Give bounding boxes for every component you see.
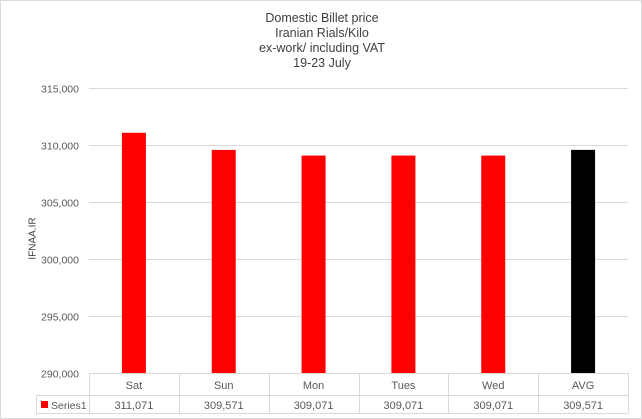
bar-sun <box>211 149 236 373</box>
x-category-label: Mon <box>303 380 324 392</box>
bar-tues <box>391 155 416 373</box>
title-line: Domestic Billet price <box>265 11 379 25</box>
y-tick-label: 300,000 <box>41 255 79 267</box>
data-table-value: 309,571 <box>204 400 244 412</box>
bar-sat <box>121 132 146 373</box>
data-table-value: 309,071 <box>294 400 334 412</box>
title-line: ex-work/ including VAT <box>259 41 385 55</box>
x-category-label: AVG <box>572 380 594 392</box>
y-tick-label: 315,000 <box>41 84 79 96</box>
bar-avg <box>571 149 596 373</box>
y-tick-label: 310,000 <box>41 141 79 153</box>
x-category-label: Sun <box>214 380 234 392</box>
chart-title: Domestic Billet price Iranian Rials/Kilo… <box>1 11 642 71</box>
legend-label: Series1 <box>51 400 87 412</box>
legend-key <box>41 401 48 408</box>
bar-wed <box>481 155 506 373</box>
data-table-value: 311,071 <box>114 400 153 412</box>
y-tick-label: 290,000 <box>41 369 79 381</box>
data-table-value: 309,071 <box>384 400 424 412</box>
data-table-value: 309,571 <box>563 400 603 412</box>
y-tick-label: 295,000 <box>41 312 79 324</box>
title-line: Iranian Rials/Kilo <box>275 26 369 40</box>
data-table-value: 309,071 <box>473 400 513 412</box>
y-tick-label: 305,000 <box>41 198 79 210</box>
x-category-label: Wed <box>482 380 504 392</box>
x-category-label: Sat <box>126 380 143 392</box>
title-line: 19-23 July <box>293 56 351 70</box>
x-category-label: Tues <box>391 380 416 392</box>
bar-mon <box>301 155 326 373</box>
